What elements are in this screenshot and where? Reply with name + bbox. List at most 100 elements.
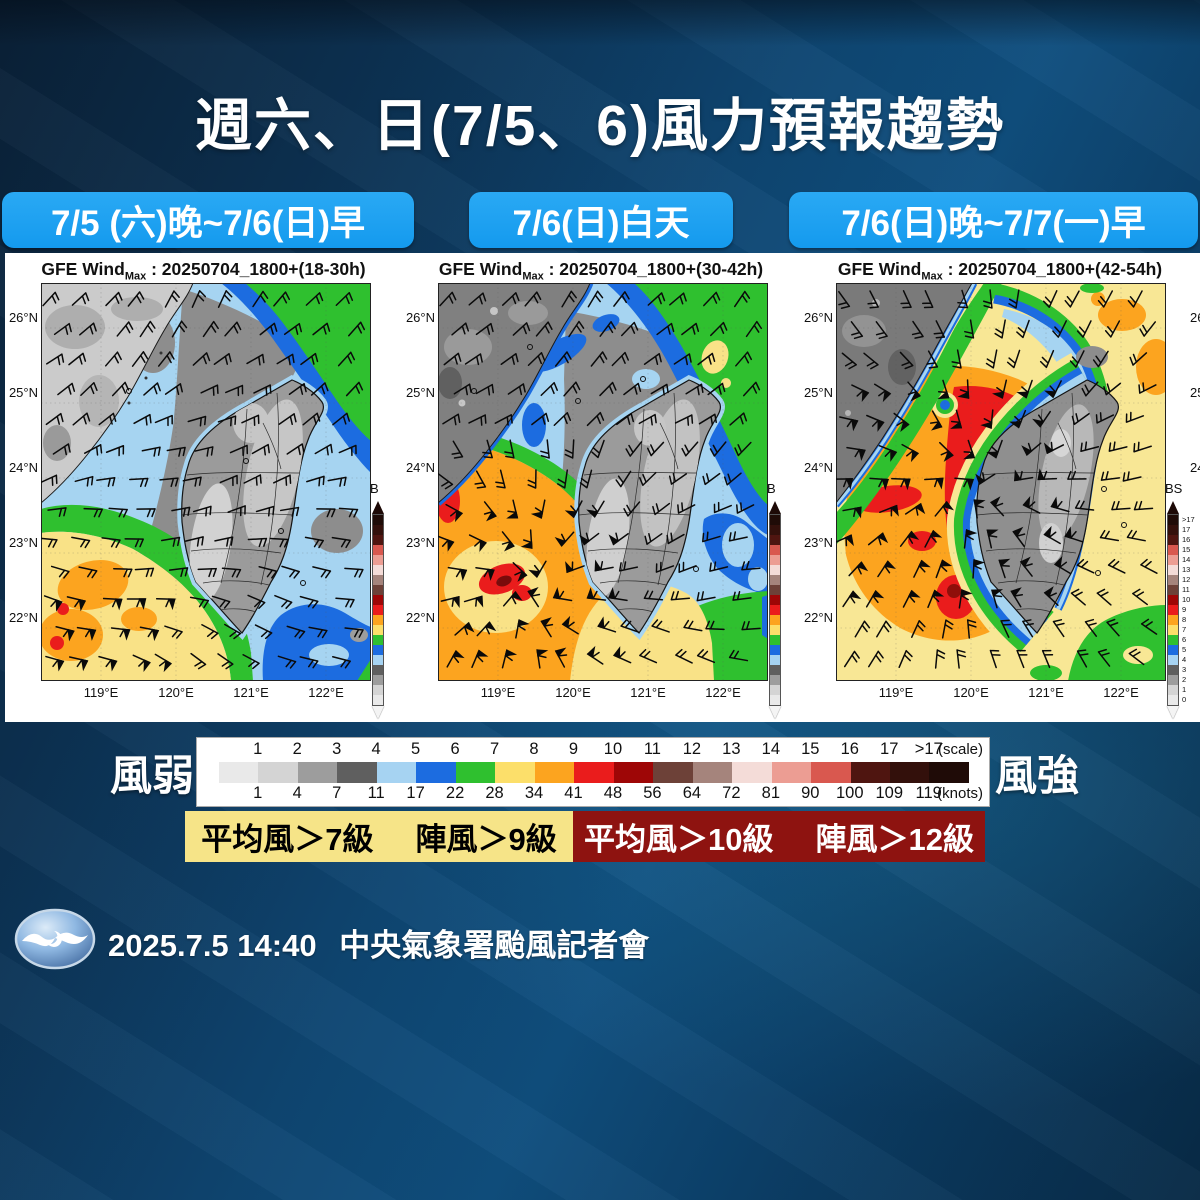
rtick: 25°N xyxy=(1190,385,1200,400)
legend-color-strip xyxy=(219,762,969,783)
ytick: 24°N xyxy=(8,460,38,475)
colorbar-tick: 9 xyxy=(1182,605,1187,614)
color-swatch xyxy=(1168,655,1178,665)
scale-value: 5 xyxy=(411,740,421,758)
gust-warning: 陣風＞12級 xyxy=(815,822,974,857)
beaufort-legend: 1 2 3 4 5 6 7 8 9 10 11 12 13 14 15 16 17 >17 1 4 7 11 17 22 28… xyxy=(196,737,990,807)
knots-value: 72 xyxy=(722,784,741,802)
wind-weak-label: 風弱 xyxy=(110,752,195,799)
xtick: 121°E xyxy=(233,685,269,700)
color-swatch xyxy=(1168,625,1178,635)
colorbar-tick: 10 xyxy=(1182,595,1191,604)
color-swatch xyxy=(373,645,383,655)
xtick: 119°E xyxy=(83,685,119,700)
wind-map-svg-1 xyxy=(41,283,371,681)
xtick: 121°E xyxy=(1028,685,1064,700)
color-swatch xyxy=(373,675,383,685)
color-swatch xyxy=(373,555,383,565)
color-swatch xyxy=(770,585,780,595)
ytick: 22°N xyxy=(8,610,38,625)
color-swatch xyxy=(337,762,377,783)
color-swatch xyxy=(1168,585,1178,595)
page-title: 週六、日(7/5、6)風力預報趨勢 xyxy=(195,94,1005,158)
color-swatch xyxy=(373,615,383,625)
knots-value: 17 xyxy=(406,784,425,802)
xtick: 120°E xyxy=(158,685,194,700)
color-swatch xyxy=(1168,545,1178,555)
colorbar-arrow-up xyxy=(1167,501,1179,514)
colorbar-cells xyxy=(372,514,384,706)
colorbar-label: B xyxy=(370,481,379,496)
wind-map-svg-2 xyxy=(438,283,768,681)
xtick: 119°E xyxy=(480,685,516,700)
footer-event: 中央氣象署颱風記者會 xyxy=(339,928,650,963)
color-swatch xyxy=(373,605,383,615)
colorbar-arrow-down xyxy=(1167,706,1179,719)
color-swatch xyxy=(770,605,780,615)
period-button-1[interactable]: 7/5 (六)晚~7/6(日)早 xyxy=(2,192,414,248)
color-swatch xyxy=(770,525,780,535)
ytick: 24°N xyxy=(803,460,833,475)
color-swatch xyxy=(373,665,383,675)
knots-value: 41 xyxy=(564,784,583,802)
map-panel-3: GFE WindMax : 20250704_1800+(42-54h) 26°… xyxy=(800,253,1200,722)
color-swatch xyxy=(495,762,535,783)
colorbar-tick: 16 xyxy=(1182,535,1191,544)
knots-value: 7 xyxy=(332,784,342,802)
scale-value: 7 xyxy=(489,740,500,758)
colorbar-tick: 4 xyxy=(1182,655,1187,664)
colorbar-tick: 15 xyxy=(1182,545,1191,554)
top-shade xyxy=(0,0,1200,46)
color-swatch xyxy=(1168,695,1178,705)
color-swatch xyxy=(653,762,693,783)
color-swatch xyxy=(376,762,417,783)
colorbar-cells xyxy=(1167,514,1179,706)
map-panel-1: GFE WindMax : 20250704_1800+(18-30h) 26°… xyxy=(5,253,402,722)
period-label: 7/6(日)晚~7/7(一)早 xyxy=(841,203,1146,243)
scale-value: 2 xyxy=(292,740,302,758)
period-button-2[interactable]: 7/6(日)白天 xyxy=(469,192,733,248)
color-swatch xyxy=(416,762,456,783)
color-swatch xyxy=(1168,555,1178,565)
xtick: 122°E xyxy=(308,685,344,700)
scale-value: 4 xyxy=(371,740,381,758)
color-swatch xyxy=(770,685,780,695)
xtick: 122°E xyxy=(705,685,741,700)
color-swatch xyxy=(811,762,851,783)
knots-value: 4 xyxy=(292,784,302,802)
knots-value: 64 xyxy=(682,784,702,802)
color-swatch xyxy=(732,762,772,783)
cwa-logo-icon xyxy=(14,908,96,970)
knots-caption: (knots) xyxy=(937,785,983,802)
color-swatch xyxy=(770,545,780,555)
footer-caption: 2025.7.5 14:40 中央氣象署颱風記者會 xyxy=(108,920,663,965)
xtick: 122°E xyxy=(1103,685,1139,700)
warning-bar-yellow: 平均風＞7級 陣風＞9級 xyxy=(185,811,573,862)
ytick: 22°N xyxy=(803,610,833,625)
scale-value: 15 xyxy=(801,740,820,758)
color-swatch xyxy=(889,762,930,783)
color-swatch xyxy=(1168,665,1178,675)
knots-value: 28 xyxy=(485,784,504,802)
scale-value: 10 xyxy=(603,740,623,758)
knots-value: 34 xyxy=(524,784,544,802)
color-swatch xyxy=(692,762,733,783)
colorbar-tick: 14 xyxy=(1182,555,1191,564)
period-button-3[interactable]: 7/6(日)晚~7/7(一)早 xyxy=(789,192,1198,248)
avg-wind-warning: 平均風＞10級 xyxy=(584,822,774,857)
knots-value: 100 xyxy=(836,784,864,802)
ytick: 25°N xyxy=(405,385,435,400)
color-swatch xyxy=(770,615,780,625)
knots-value: 56 xyxy=(643,784,662,802)
colorbar-mini: B xyxy=(370,481,384,719)
ytick: 25°N xyxy=(803,385,833,400)
color-swatch xyxy=(770,555,780,565)
color-swatch xyxy=(373,535,383,545)
scale-value: 8 xyxy=(529,740,539,758)
color-swatch xyxy=(373,685,383,695)
ytick: 26°N xyxy=(8,310,38,325)
xtick: 119°E xyxy=(878,685,914,700)
colorbar-tick: 13 xyxy=(1182,565,1191,574)
knots-value: 48 xyxy=(603,784,623,802)
